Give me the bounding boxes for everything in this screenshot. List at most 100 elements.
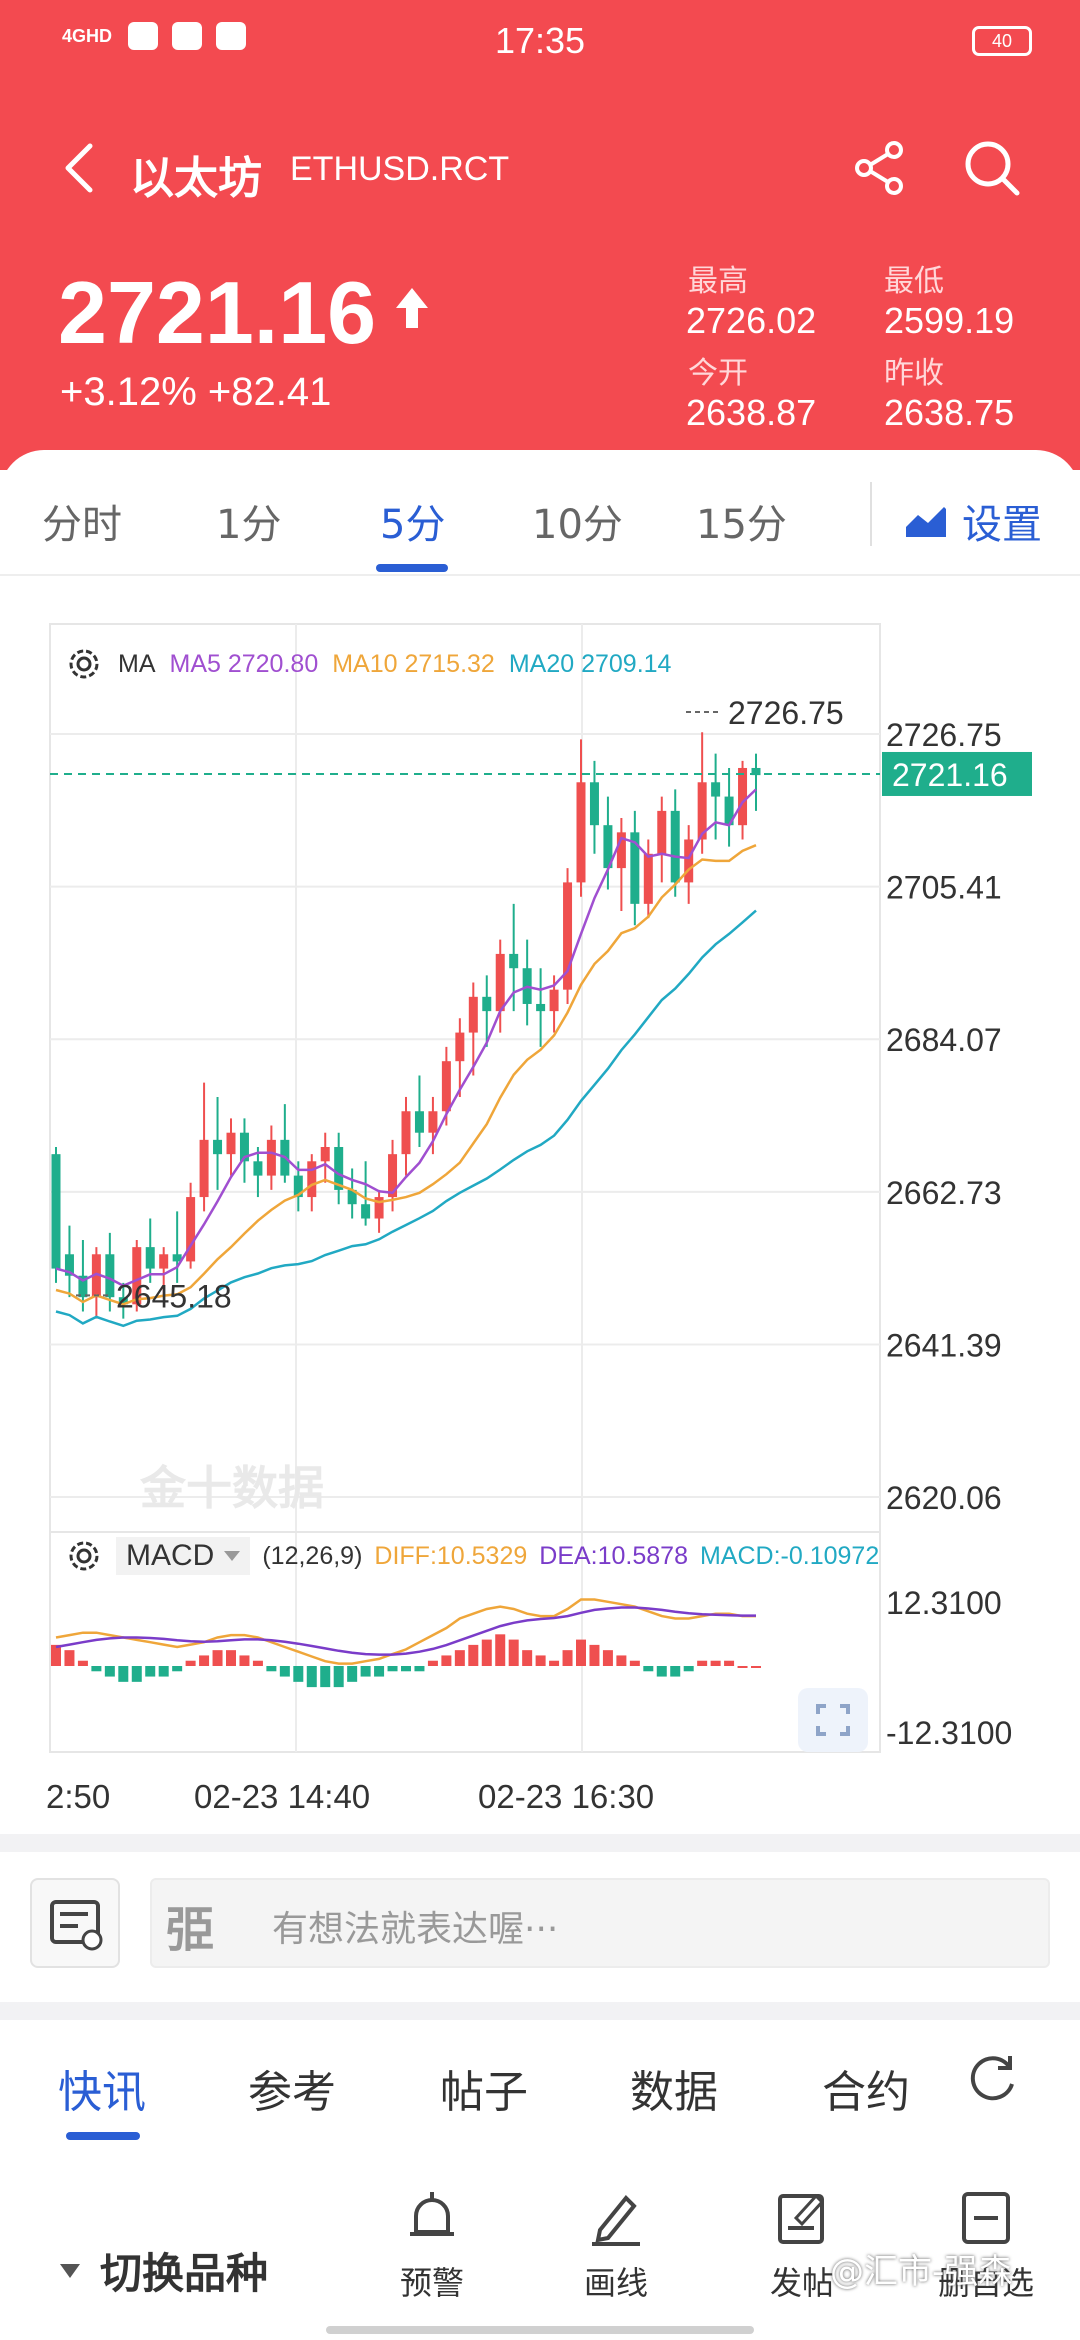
- home-indicator[interactable]: [326, 2326, 754, 2334]
- comment-input[interactable]: 弫 有想法就表达喔···: [150, 1878, 1050, 1968]
- tab-reference[interactable]: 参考: [248, 2067, 336, 2118]
- draw-line-label: 画线: [583, 2264, 648, 2302]
- candle-body: [549, 989, 559, 1012]
- instrument-name: 以太坊: [130, 153, 262, 204]
- macd-bar: [266, 1666, 277, 1672]
- refresh-icon[interactable]: [966, 2050, 1022, 2106]
- macd-bar: [576, 1639, 586, 1666]
- candle-body: [334, 1147, 344, 1190]
- notes-button[interactable]: [30, 1878, 120, 1968]
- low-label: 最低: [884, 264, 944, 299]
- ma20-value: MA20 2709.14: [508, 649, 672, 678]
- candle-body: [361, 1204, 371, 1219]
- draw-line-button[interactable]: 画线: [556, 2188, 676, 2304]
- tab-10min[interactable]: 10分: [532, 502, 623, 548]
- last-price: 2721.16: [58, 263, 377, 362]
- back-arrow-icon[interactable]: [56, 138, 112, 198]
- search-icon[interactable]: [962, 136, 1022, 200]
- tab-1min[interactable]: 1分: [216, 502, 282, 548]
- tab-15min[interactable]: 15分: [696, 502, 787, 548]
- status-bar: 4GHD 17:35 40: [0, 0, 1080, 84]
- candle-body: [616, 832, 626, 869]
- candle-body: [239, 1132, 249, 1162]
- user-avatar: 弫: [166, 1902, 215, 1958]
- fullscreen-button[interactable]: [798, 1688, 868, 1752]
- x-tick-label: 2:50: [46, 1778, 111, 1815]
- tab-5min[interactable]: 5分: [380, 502, 446, 548]
- macd-params: (12,26,9): [262, 1541, 363, 1570]
- watermark-logo: 金十数据: [139, 1461, 324, 1515]
- post-button[interactable]: 发帖: [742, 2188, 862, 2304]
- alert-button[interactable]: 预警: [372, 2188, 492, 2304]
- status-time: 17:35: [494, 20, 586, 61]
- macd-dea: DEA:10.5878: [539, 1541, 688, 1570]
- switch-instrument-button[interactable]: 切换品种: [60, 2240, 268, 2301]
- candle-body: [657, 810, 667, 854]
- macd-bar: [441, 1655, 452, 1666]
- active-tab-indicator: [376, 564, 448, 572]
- candle-body: [670, 810, 680, 883]
- candle-body: [388, 1154, 398, 1198]
- plot-frame: [49, 623, 881, 1753]
- message-icon: [128, 22, 158, 50]
- macd-bar: [522, 1650, 533, 1666]
- candle-body: [630, 832, 640, 904]
- candle-body: [320, 1147, 330, 1162]
- candle-body: [643, 853, 653, 904]
- macd-bar: [495, 1634, 506, 1666]
- candle-body: [711, 782, 721, 797]
- macd-bar: [239, 1655, 250, 1666]
- macd-bar: [427, 1660, 438, 1666]
- macd-bar: [656, 1666, 667, 1677]
- network-indicator: 4GHD: [62, 26, 113, 46]
- indicator-select-label: MACD: [126, 1539, 215, 1572]
- y-tick-label: 2620.06: [886, 1480, 1002, 1516]
- kline-chart[interactable]: 2726.75 2705.41 2684.07 2662.73 2641.39 2620.…: [0, 600, 1080, 1820]
- bell-icon: [410, 2192, 454, 2236]
- candle-body: [684, 839, 694, 883]
- macd-bar: [51, 1644, 61, 1666]
- macd-bar: [737, 1666, 748, 1668]
- candle-body: [64, 1254, 74, 1276]
- tab-data[interactable]: 数据: [630, 2067, 718, 2118]
- macd-bar: [751, 1666, 761, 1668]
- macd-bar: [306, 1666, 317, 1688]
- indicator-select[interactable]: MACD: [116, 1537, 251, 1575]
- macd-y-tick-label: -12.3100: [886, 1715, 1012, 1751]
- chart-settings-button[interactable]: 设置: [904, 492, 1042, 550]
- candle-body: [603, 825, 613, 869]
- divider: [0, 574, 1080, 576]
- macd-bar: [374, 1666, 385, 1677]
- gear-icon[interactable]: [64, 644, 104, 684]
- price-change: +3.12% +82.41: [60, 370, 332, 414]
- bottom-toolbar: 切换品种 预警 画线 发帖 删自选: [0, 2160, 1080, 2340]
- price-up-arrow-icon: [396, 288, 428, 328]
- candle-body: [213, 1139, 223, 1155]
- battery-icon: 40: [972, 26, 1032, 56]
- remove-watchlist-button[interactable]: 删自选: [926, 2188, 1046, 2304]
- edit-note-icon: [778, 2193, 825, 2244]
- candle-body: [307, 1161, 317, 1198]
- tab-flash-news[interactable]: 快讯: [58, 2067, 146, 2118]
- dropdown-caret-icon: [224, 1551, 241, 1561]
- macd-bar: [508, 1639, 519, 1666]
- macd-value: MACD:-0.10972: [699, 1541, 880, 1570]
- share-icon[interactable]: [852, 138, 908, 198]
- macd-bar: [401, 1666, 411, 1672]
- macd-bar: [481, 1639, 492, 1666]
- candle-body: [428, 1111, 438, 1133]
- candle-body: [374, 1197, 384, 1219]
- tab-posts[interactable]: 帖子: [440, 2067, 528, 2118]
- gear-icon[interactable]: [64, 1536, 104, 1576]
- y-tick-label: 2641.39: [886, 1327, 1002, 1363]
- caret-down-icon: [60, 2263, 80, 2278]
- tab-timeshare[interactable]: 分时: [42, 502, 122, 548]
- macd-bar: [549, 1660, 560, 1666]
- settings-label: 设置: [962, 502, 1042, 548]
- comment-placeholder: 有想法就表达喔···: [272, 1909, 559, 1950]
- prev-close-value: 2638.75: [884, 392, 1015, 433]
- tab-contract[interactable]: 合约: [822, 2067, 910, 2118]
- candle-body: [199, 1139, 209, 1198]
- candle-body: [78, 1275, 88, 1298]
- candle-body: [751, 767, 761, 776]
